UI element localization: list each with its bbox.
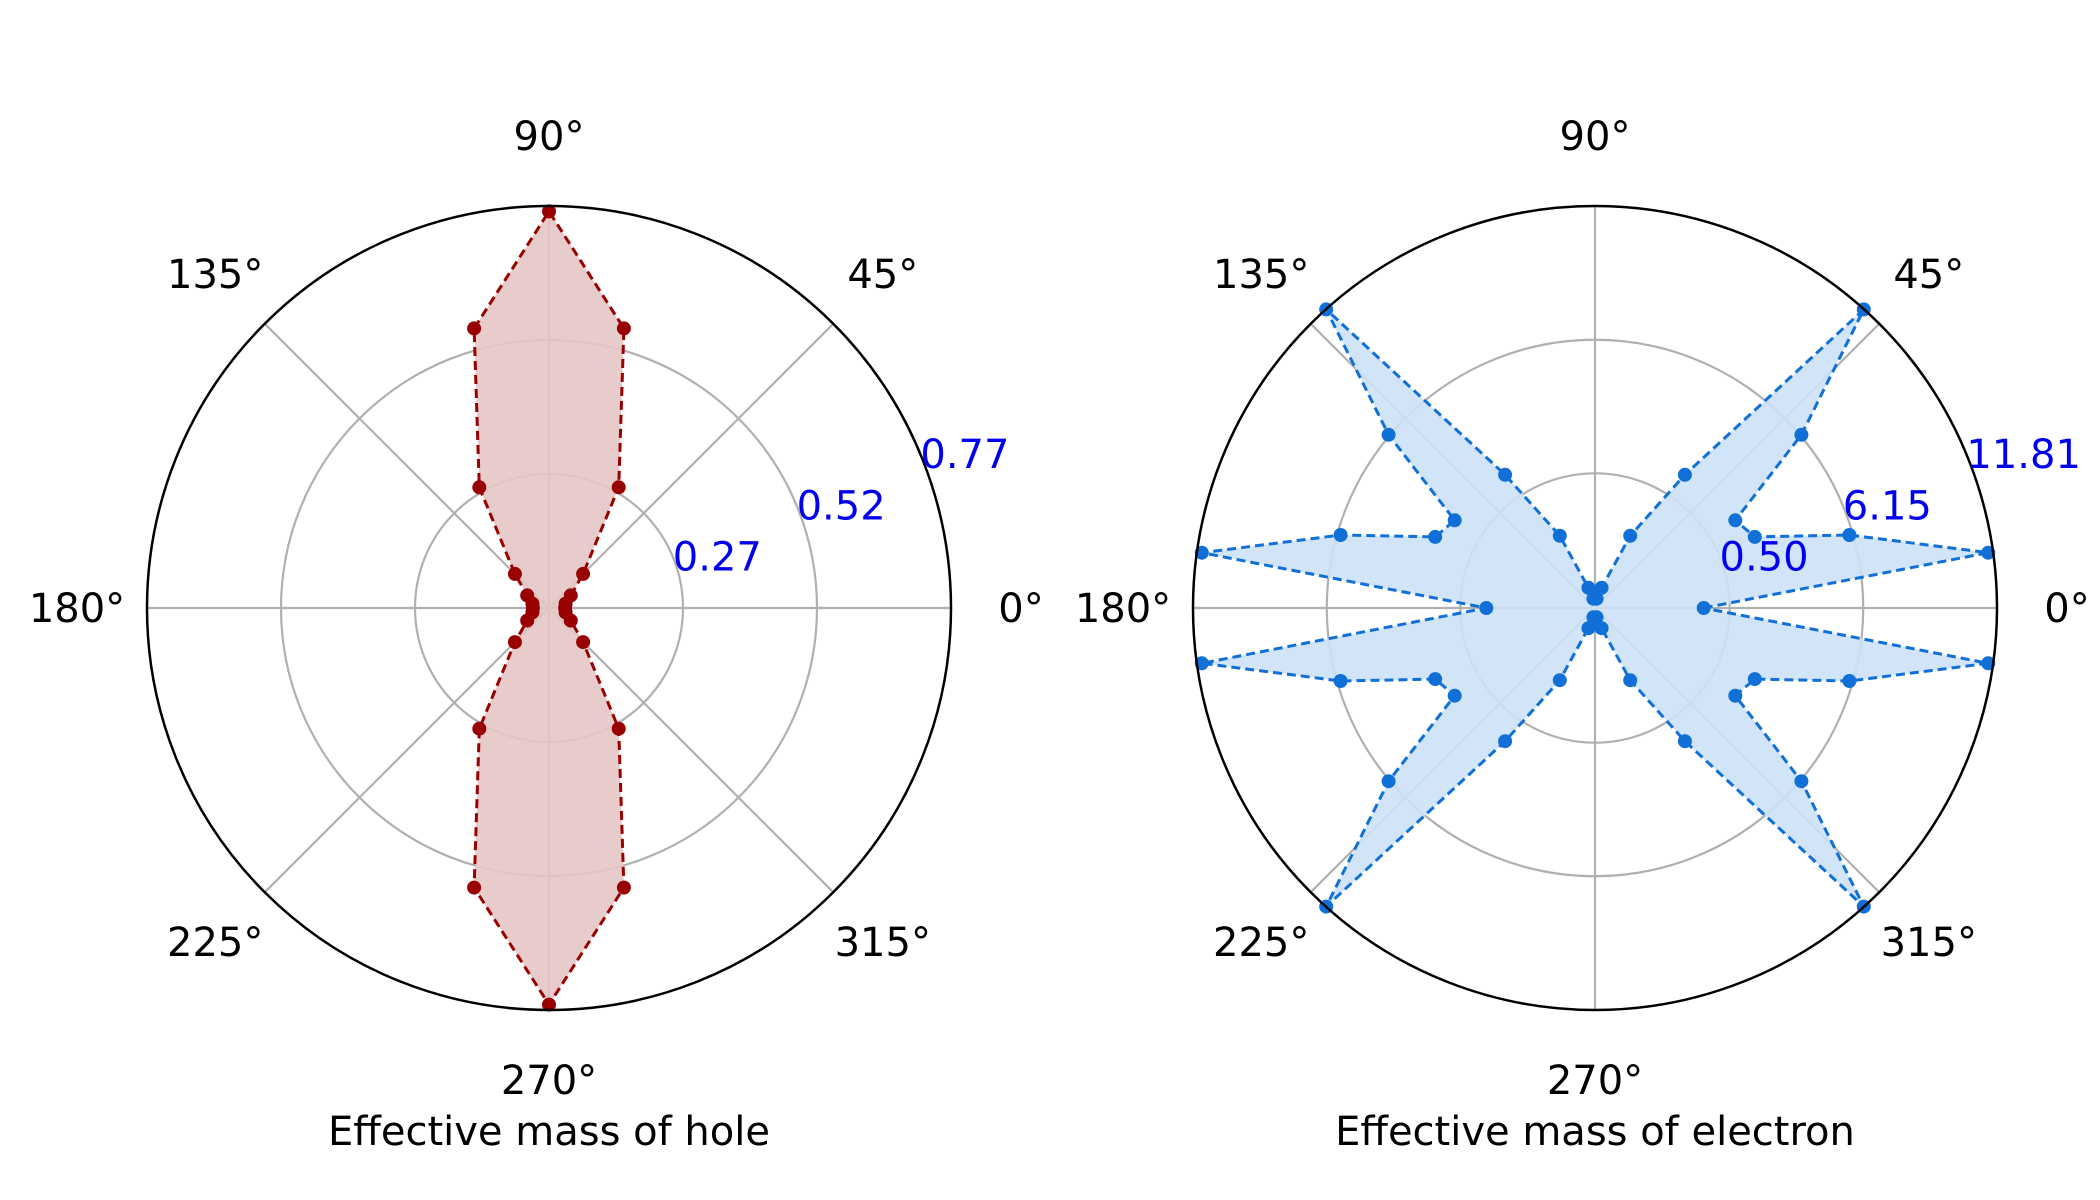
electron-radial-label-1: 6.15 [1843, 483, 1932, 529]
electron-grid-circle-1 [1325, 338, 1865, 878]
hole-point-23 [558, 605, 573, 620]
electron-point-42 [1728, 688, 1743, 703]
hole-radial-label-0: 0.27 [673, 535, 762, 581]
hole-angle-label-90: 90° [514, 114, 585, 160]
electron-polar-frame [1191, 204, 1999, 1012]
hole-point-20 [611, 721, 626, 736]
hole-point-9 [507, 566, 522, 581]
electron-angle-labels: 0° 45° 90° 135° 180° 225° 270° 315° [1075, 114, 2090, 1104]
electron-radial-label-0: 0.50 [1720, 534, 1809, 580]
electron-point-28 [1381, 774, 1396, 789]
electron-angle-label-90: 90° [1560, 114, 1631, 160]
electron-angle-label-0: 0° [2044, 586, 2089, 632]
electron-series [1194, 302, 1996, 914]
hole-spoke-45 [548, 322, 835, 609]
hole-angle-label-270: 270° [501, 1058, 597, 1104]
hole-angle-label-45: 45° [847, 252, 918, 298]
electron-point-30 [1498, 734, 1513, 749]
hole-point-18 [542, 997, 556, 1012]
electron-point-37 [1594, 621, 1609, 636]
electron-point-15 [1552, 528, 1567, 543]
electron-point-27 [1447, 688, 1462, 703]
electron-point-18 [1381, 427, 1396, 442]
hole-angle-label-180: 180° [29, 586, 125, 632]
hole-point-16 [472, 721, 487, 736]
hole-spoke-135 [263, 322, 550, 609]
hole-polar-frame [145, 204, 953, 1012]
hole-point-7 [467, 321, 482, 336]
electron-point-0 [1696, 601, 1711, 615]
electron-point-19 [1447, 513, 1462, 528]
hole-spoke-225 [263, 607, 550, 894]
electron-point-41 [1794, 774, 1809, 789]
electron-radial-label-2: 11.81 [1966, 432, 2081, 478]
hole-radial-label-1: 0.52 [797, 483, 886, 529]
electron-point-3 [1747, 529, 1762, 544]
electron-point-5 [1794, 427, 1809, 442]
electron-angle-label-270: 270° [1547, 1058, 1643, 1104]
electron-point-44 [1842, 674, 1857, 688]
hole-radial-label-2: 0.77 [920, 432, 1009, 478]
electron-point-26 [1428, 672, 1443, 687]
hole-point-17 [467, 880, 482, 895]
electron-point-36 [1589, 610, 1604, 625]
electron-angle-label-315: 315° [1881, 920, 1977, 966]
electron-point-7 [1677, 467, 1692, 482]
hole-point-21 [576, 635, 591, 650]
hole-point-19 [616, 880, 631, 895]
hole-area-fill [474, 211, 624, 1005]
hole-point-6 [542, 204, 556, 219]
electron-point-20 [1428, 529, 1443, 544]
electron-angle-label-45: 45° [1893, 252, 1964, 298]
electron-grid-circle-0 [1459, 472, 1731, 744]
electron-point-23 [1479, 601, 1494, 615]
hole-angle-label-225: 225° [167, 920, 263, 966]
electron-angle-label-135: 135° [1213, 252, 1309, 298]
electron-angle-label-225: 225° [1213, 920, 1309, 966]
electron-area-fill [1201, 309, 1989, 907]
electron-point-38 [1623, 673, 1638, 688]
electron-point-39 [1677, 734, 1692, 749]
electron-point-13 [1586, 591, 1601, 606]
electron-point-21 [1333, 528, 1348, 542]
electron-xlabel: Effective mass of electron [1335, 1109, 1855, 1155]
hole-point-14 [520, 613, 535, 628]
electron-point-31 [1552, 673, 1567, 688]
hole-angle-label-0: 0° [998, 586, 1043, 632]
hole-angle-label-315: 315° [835, 920, 931, 966]
hole-series [467, 204, 631, 1012]
hole-point-8 [472, 480, 487, 495]
electron-point-25 [1333, 674, 1348, 688]
electron-angle-label-180: 180° [1075, 586, 1171, 632]
hole-polar-plot: 0° 45° 90° 135° 180° 225° 270° 315° 0.27 0.52 0.7… [29, 114, 1044, 1155]
electron-point-14 [1581, 580, 1596, 595]
hole-point-2 [563, 588, 578, 603]
electron-point-4 [1728, 513, 1743, 528]
hole-point-3 [576, 566, 591, 581]
hole-angle-labels: 0° 45° 90° 135° 180° 225° 270° 315° [29, 114, 1044, 1104]
electron-radial-labels: 0.50 6.15 11.81 [1720, 432, 2081, 580]
hole-spoke-315 [548, 607, 835, 894]
hole-radial-labels: 0.27 0.52 0.77 [673, 432, 1010, 581]
electron-point-16 [1498, 467, 1513, 482]
hole-angle-label-135: 135° [167, 252, 263, 298]
hole-point-15 [507, 635, 522, 650]
hole-point-5 [616, 321, 631, 336]
hole-point-4 [611, 480, 626, 495]
electron-point-8 [1623, 528, 1638, 543]
electron-point-2 [1842, 528, 1857, 542]
hole-xlabel: Effective mass of hole [328, 1109, 770, 1155]
electron-polar-plot: 0° 45° 90° 135° 180° 225° 270° 315° 0.50 6.15 11.… [1075, 114, 2090, 1155]
electron-point-43 [1747, 672, 1762, 687]
